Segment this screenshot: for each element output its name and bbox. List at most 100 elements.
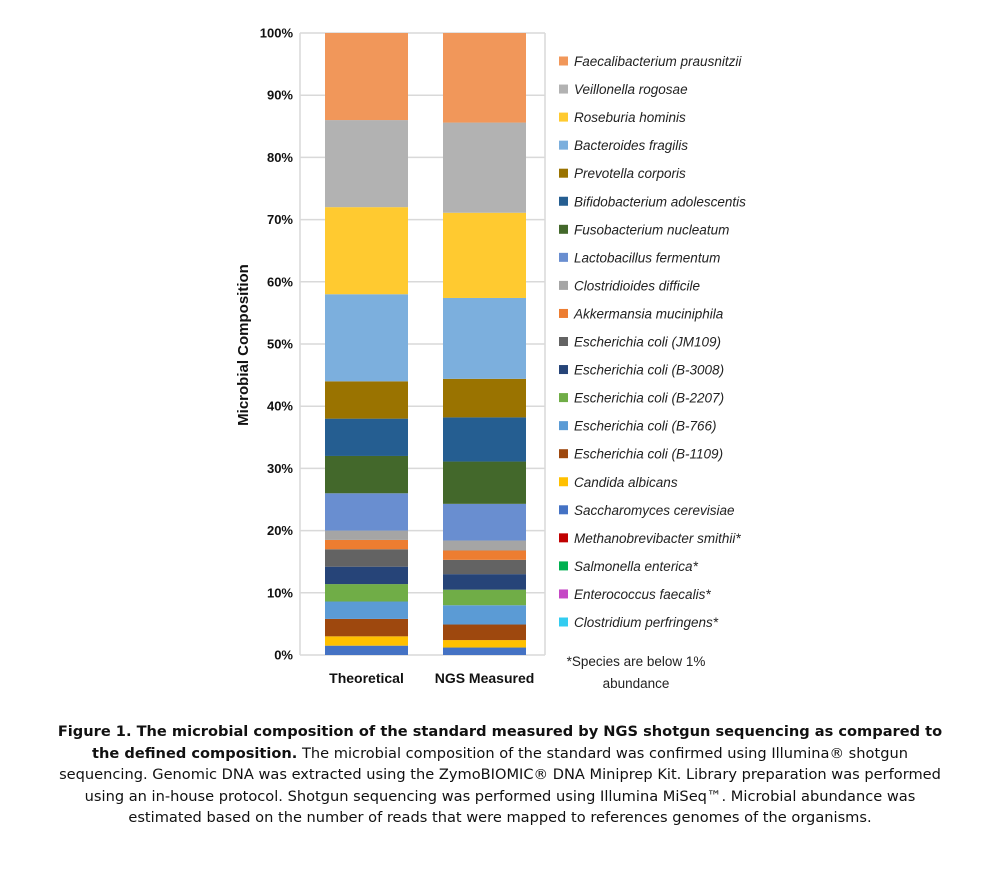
y-tick-label: 0%: [274, 648, 293, 663]
bar-segment: [443, 503, 526, 541]
legend: Faecalibacterium prausnitzii Veillonella …: [559, 54, 746, 630]
y-axis-ticks: 0% 10% 20% 30% 40% 50% 60% 70% 80% 90% 100%: [260, 26, 294, 663]
y-tick-label: 10%: [267, 585, 293, 600]
bar-segment: [443, 647, 526, 655]
bar-segment: [443, 550, 526, 560]
legend-swatch: [559, 421, 568, 431]
legend-label: Saccharomyces cerevisiae: [574, 503, 735, 518]
legend-swatch: [559, 140, 568, 150]
bar-segment: [325, 418, 408, 456]
bar-segment: [443, 122, 526, 213]
legend-swatch: [559, 477, 568, 487]
bar-segment: [325, 636, 408, 646]
caption-title: Figure 1. The microbial composition of t…: [57, 723, 943, 762]
legend-swatch: [559, 589, 568, 599]
legend-label: Methanobrevibacter smithii*: [574, 531, 741, 546]
legend-swatch: [559, 224, 568, 234]
legend-label: Salmonella enterica*: [574, 559, 699, 574]
bar-segment: [443, 589, 526, 606]
x-axis-ticks: Theoretical NGS Measured: [329, 670, 534, 686]
legend-swatch: [559, 84, 568, 94]
bar-segment: [325, 33, 408, 121]
legend-item: Bacteroides fragilis: [559, 138, 688, 153]
bar-segment: [443, 574, 526, 590]
legend-swatch: [559, 365, 568, 375]
bar-segment: [325, 645, 408, 655]
legend-item: Prevotella corporis: [559, 166, 686, 181]
legend-label: Bifidobacterium adolescentis: [574, 194, 746, 209]
legend-item: Clostridium perfringens*: [559, 615, 719, 630]
legend-item: Faecalibacterium prausnitzii: [559, 54, 742, 69]
bar-segment: [443, 559, 526, 575]
legend-item: Escherichia coli (B-1109): [559, 447, 723, 462]
legend-label: Escherichia coli (JM109): [574, 335, 721, 350]
legend-label: Escherichia coli (B-2207): [574, 391, 724, 406]
bar-segment: [325, 549, 408, 567]
legend-item: Clostridioides difficile: [559, 278, 700, 293]
bar-segment: [325, 566, 408, 585]
legend-item: Escherichia coli (B-2207): [559, 391, 724, 406]
y-tick-label: 40%: [267, 399, 293, 414]
legend-swatch: [559, 280, 568, 290]
legend-item: Escherichia coli (B-766): [559, 419, 717, 434]
bar-segment: [325, 381, 408, 419]
bar-segment: [325, 455, 408, 494]
legend-swatch: [559, 252, 568, 262]
bar-segment: [325, 539, 408, 550]
bar-segment: [443, 461, 526, 504]
bar-segment: [443, 540, 526, 551]
legend-swatch: [559, 449, 568, 459]
y-tick-label: 60%: [267, 274, 293, 289]
legend-label: Escherichia coli (B-3008): [574, 363, 724, 378]
legend-swatch: [559, 533, 568, 543]
legend-item: Salmonella enterica*: [559, 559, 699, 574]
y-tick-label: 100%: [260, 26, 294, 41]
y-tick-label: 80%: [267, 150, 293, 165]
legend-swatch: [559, 505, 568, 515]
y-tick-label: 70%: [267, 212, 293, 227]
legend-label: Candida albicans: [574, 475, 678, 490]
y-axis-label: Microbial Composition: [235, 264, 252, 426]
bars: [325, 33, 526, 655]
bar-segment: [325, 493, 408, 531]
legend-label: Roseburia hominis: [574, 110, 686, 125]
legend-swatch: [559, 617, 568, 627]
legend-label: Akkermansia muciniphila: [573, 306, 724, 321]
legend-item: Akkermansia muciniphila: [559, 306, 724, 321]
legend-label: Bacteroides fragilis: [574, 138, 688, 153]
bar-segment: [325, 120, 408, 208]
bar-segment: [325, 601, 408, 619]
legend-label: Faecalibacterium prausnitzii: [574, 54, 742, 69]
legend-item: Lactobacillus fermentum: [559, 250, 720, 265]
legend-label: Escherichia coli (B-766): [574, 419, 717, 434]
legend-item: Escherichia coli (B-3008): [559, 363, 724, 378]
bar-segment: [443, 417, 526, 462]
legend-swatch: [559, 112, 568, 122]
bar-segment: [443, 624, 526, 641]
y-tick-label: 50%: [267, 337, 293, 352]
legend-label: Enterococcus faecalis*: [574, 587, 711, 602]
legend-item: Fusobacterium nucleatum: [559, 222, 729, 237]
legend-item: Methanobrevibacter smithii*: [559, 531, 741, 546]
legend-label: Fusobacterium nucleatum: [574, 222, 729, 237]
bar-segment: [325, 530, 408, 540]
legend-label: Escherichia coli (B-1109): [574, 447, 723, 462]
legend-swatch: [559, 308, 568, 318]
legend-label: Clostridium perfringens*: [574, 615, 719, 630]
x-tick-label: NGS Measured: [435, 670, 535, 686]
figure-caption: Figure 1. The microbial composition of t…: [50, 721, 950, 829]
legend-label: Veillonella rogosae: [574, 82, 688, 97]
bar-segment: [443, 212, 526, 298]
y-tick-label: 30%: [267, 461, 293, 476]
legend-label: Lactobacillus fermentum: [574, 250, 720, 265]
stacked-bar-chart: 0% 10% 20% 30% 40% 50% 60% 70% 80% 90% 100% Theore…: [235, 26, 746, 692]
footnote-line-1: *Species are below 1%: [567, 654, 706, 669]
legend-item: Veillonella rogosae: [559, 82, 688, 97]
legend-item: Saccharomyces cerevisiae: [559, 503, 735, 518]
legend-item: Bifidobacterium adolescentis: [559, 194, 746, 209]
legend-swatch: [559, 56, 568, 66]
bar-segment: [325, 618, 408, 637]
bar-segment: [443, 640, 526, 648]
legend-swatch: [559, 168, 568, 178]
legend-swatch: [559, 393, 568, 403]
